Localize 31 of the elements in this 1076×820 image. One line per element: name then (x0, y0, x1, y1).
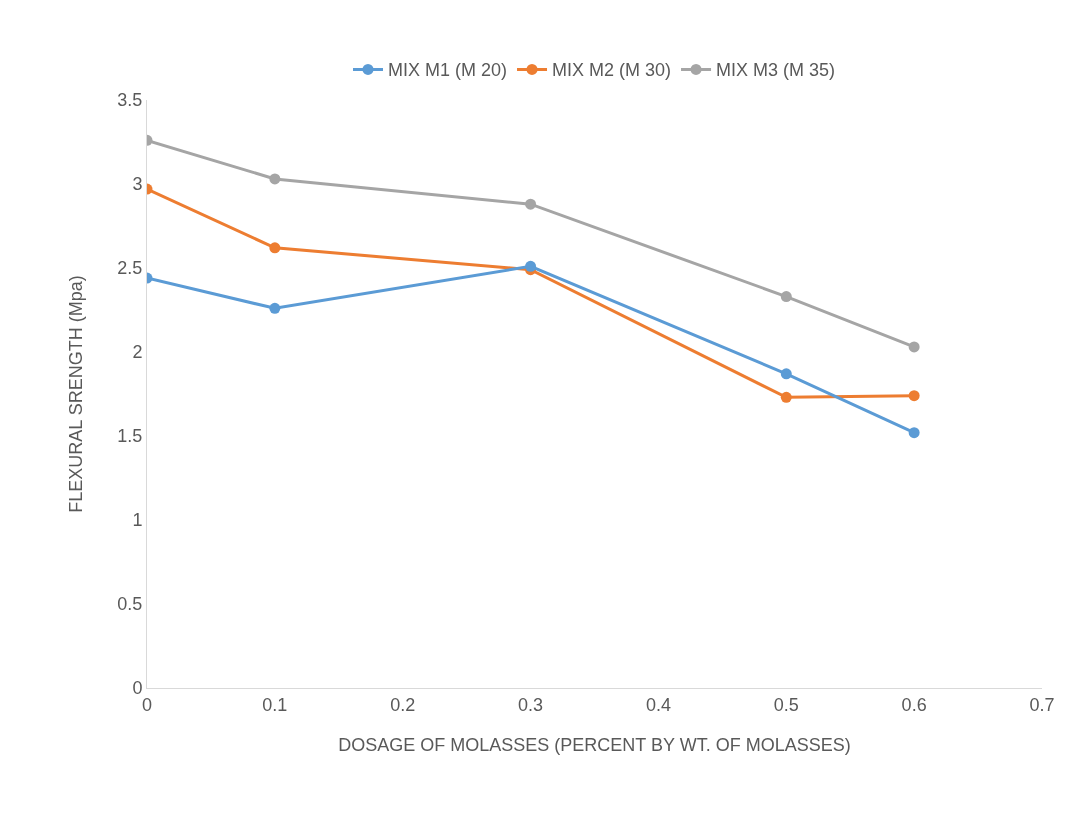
point (908, 341, 920, 353)
point (269, 242, 281, 254)
y-tick-label: 0 (132, 678, 143, 699)
x-axis-title: DOSAGE OF MOLASSES (PERCENT BY WT. OF MOLASSES) (338, 734, 851, 755)
y-tick-label: 2.5 (117, 258, 143, 279)
point (908, 427, 920, 439)
y-tick-label: 3.5 (117, 90, 143, 111)
legend-label: MIX M3 (M 35) (716, 60, 836, 81)
point (525, 198, 537, 210)
point (908, 390, 920, 402)
y-tick-label: 1 (132, 510, 143, 531)
point (269, 302, 281, 314)
x-tick-label: 0.5 (773, 694, 799, 715)
x-tick-label: 0.3 (518, 694, 544, 715)
point (269, 173, 281, 185)
x-tick-label: 0.1 (262, 694, 288, 715)
point (780, 391, 792, 403)
y-tick-label: 1.5 (117, 426, 143, 447)
legend-label: MIX M1 (M 20) (388, 60, 508, 81)
point (780, 368, 792, 380)
x-tick-label: 0.2 (390, 694, 416, 715)
point (525, 260, 537, 272)
legend-label: MIX M2 (M 30) (552, 60, 672, 81)
y-tick-label: 2 (132, 342, 143, 363)
x-tick-label: 0.7 (1029, 694, 1055, 715)
y-axis-title: FLEXURAL SRENGTH (Mpa) (65, 275, 86, 513)
x-tick-label: 0.4 (645, 694, 671, 715)
x-tick-label: 0.6 (901, 694, 927, 715)
y-tick-label: 0.5 (117, 594, 143, 615)
point (780, 291, 792, 303)
y-tick-label: 3 (132, 174, 143, 195)
